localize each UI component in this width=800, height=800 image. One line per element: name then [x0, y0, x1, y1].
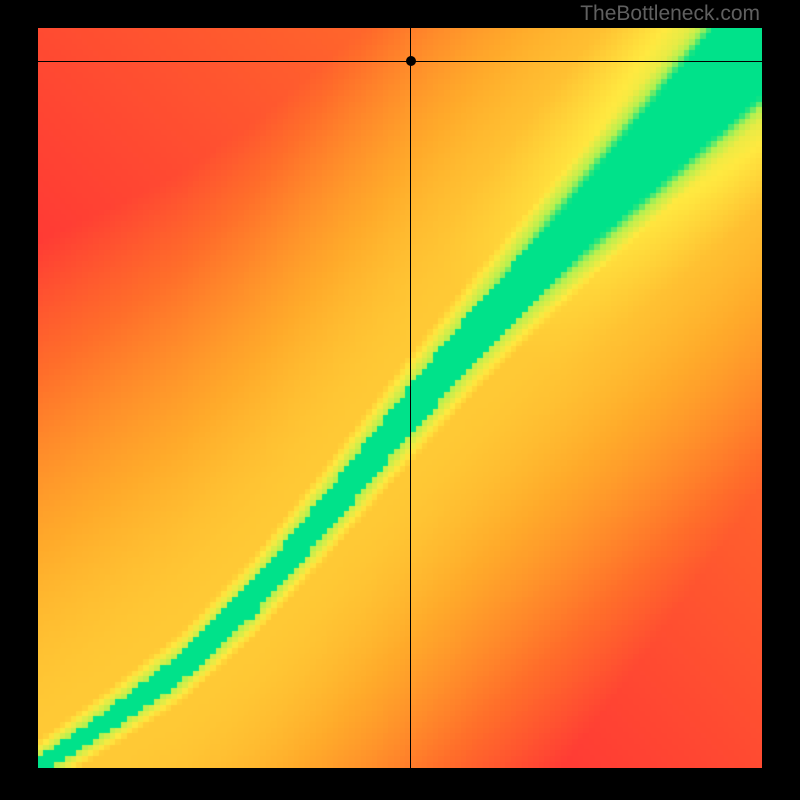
- watermark-text: TheBottleneck.com: [580, 2, 760, 26]
- plot-area: [38, 28, 762, 768]
- crosshair-vertical: [410, 28, 411, 768]
- crosshair-marker: [406, 56, 416, 66]
- heatmap-canvas: [38, 28, 762, 768]
- crosshair-horizontal: [38, 61, 762, 62]
